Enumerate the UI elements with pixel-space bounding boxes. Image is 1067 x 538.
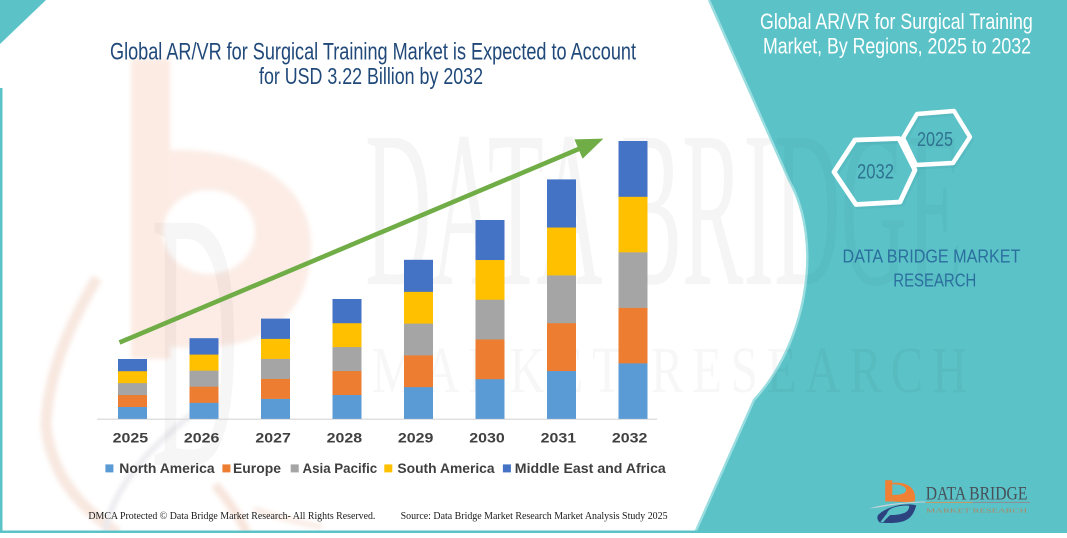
svg-text:Asia Pacific: Asia Pacific — [303, 461, 378, 476]
svg-text:RESEARCH: RESEARCH — [893, 270, 976, 290]
svg-text:2032: 2032 — [857, 161, 894, 184]
svg-text:North America: North America — [119, 461, 215, 476]
svg-text:2025: 2025 — [113, 429, 149, 445]
svg-text:2032: 2032 — [612, 429, 648, 445]
svg-text:Source: Data Bridge Market Res: Source: Data Bridge Market Research Mark… — [401, 511, 668, 522]
svg-text:Europe: Europe — [233, 461, 281, 476]
svg-text:2029: 2029 — [398, 429, 434, 445]
svg-text:Global AR/VR for Surgical Trai: Global AR/VR for Surgical Training Marke… — [110, 39, 636, 66]
svg-text:Middle East and Africa: Middle East and Africa — [515, 461, 666, 476]
svg-text:South America: South America — [397, 461, 495, 476]
svg-text:2025: 2025 — [917, 129, 953, 151]
svg-text:for USD 3.22 Billion by 2032: for USD 3.22 Billion by 2032 — [259, 63, 483, 89]
svg-text:DMCA Protected © Data Bridge M: DMCA Protected © Data Bridge Market Rese… — [88, 511, 375, 522]
svg-text:DATA BRIDGE: DATA BRIDGE — [926, 484, 1028, 505]
svg-text:2030: 2030 — [469, 429, 505, 445]
svg-text:MARKET RESEARCH: MARKET RESEARCH — [926, 508, 1028, 515]
svg-text:2027: 2027 — [255, 429, 291, 445]
svg-text:2031: 2031 — [541, 429, 577, 445]
svg-text:Market, By Regions, 2025 to 20: Market, By Regions, 2025 to 2032 — [763, 34, 1031, 59]
svg-text:2028: 2028 — [327, 429, 363, 445]
svg-text:DATA BRIDGE MARKET: DATA BRIDGE MARKET — [843, 247, 1021, 267]
svg-text:Global AR/VR for Surgical Trai: Global AR/VR for Surgical Training — [760, 9, 1033, 34]
svg-text:2026: 2026 — [184, 429, 220, 445]
